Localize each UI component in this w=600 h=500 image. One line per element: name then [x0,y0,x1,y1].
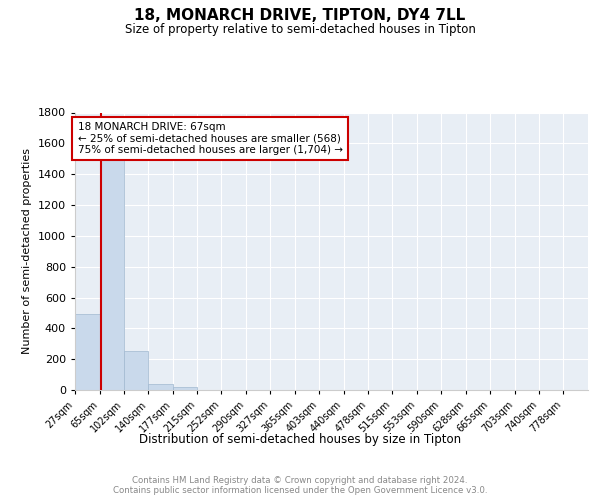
Text: Size of property relative to semi-detached houses in Tipton: Size of property relative to semi-detach… [125,22,475,36]
Text: 18 MONARCH DRIVE: 67sqm
← 25% of semi-detached houses are smaller (568)
75% of s: 18 MONARCH DRIVE: 67sqm ← 25% of semi-de… [77,122,343,155]
Text: Contains HM Land Registry data © Crown copyright and database right 2024.
Contai: Contains HM Land Registry data © Crown c… [113,476,487,495]
Y-axis label: Number of semi-detached properties: Number of semi-detached properties [22,148,32,354]
Bar [124,352,148,390]
Bar [100,159,124,390]
Text: 18, MONARCH DRIVE, TIPTON, DY4 7LL: 18, MONARCH DRIVE, TIPTON, DY4 7LL [134,8,466,22]
Bar [173,387,197,390]
Bar [148,384,173,390]
Text: Distribution of semi-detached houses by size in Tipton: Distribution of semi-detached houses by … [139,432,461,446]
Bar [75,314,100,390]
